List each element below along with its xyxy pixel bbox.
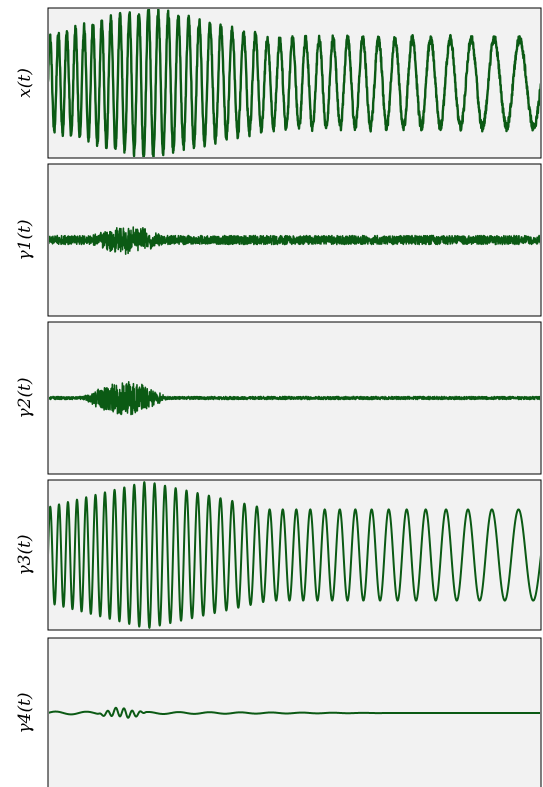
series-line: [49, 226, 540, 255]
series-line: [49, 9, 540, 157]
y-axis-label: γ1(t): [15, 219, 35, 260]
chart-panel-2: γ1(t): [15, 163, 542, 317]
y-axis-label: γ2(t): [15, 377, 35, 418]
y-axis-label: x(t): [15, 68, 35, 98]
chart-panel-3: γ2(t): [15, 321, 542, 475]
y-axis-label: γ4(t): [15, 692, 35, 733]
series-line: [49, 481, 540, 629]
y-axis-label: γ3(t): [15, 534, 35, 575]
series-line: [49, 381, 540, 416]
series-line: [49, 706, 540, 719]
chart-panel-1: x(t): [15, 7, 542, 159]
chart-panel-5: γ4(t): [15, 637, 542, 787]
chart-panel-4: γ3(t): [15, 479, 542, 631]
